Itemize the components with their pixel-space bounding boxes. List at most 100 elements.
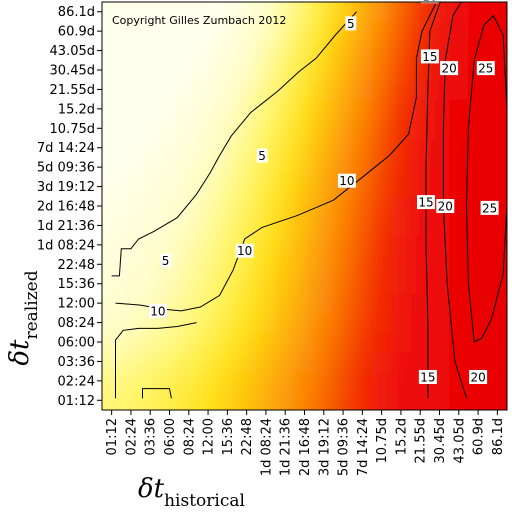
heatmap-cell xyxy=(140,99,161,120)
heatmap-cell xyxy=(256,118,277,139)
heatmap-cell xyxy=(217,118,238,139)
heatmap-cell xyxy=(140,235,161,256)
heatmap-cell xyxy=(102,371,123,392)
heatmap-cell xyxy=(314,157,335,178)
heatmap-cell xyxy=(468,235,489,256)
heatmap-cell xyxy=(391,2,412,23)
heatmap-cell xyxy=(507,21,512,41)
contour-line-25 xyxy=(465,14,507,343)
heatmap-cell xyxy=(159,351,180,372)
heatmap-cell xyxy=(352,254,373,275)
heatmap-cell xyxy=(121,99,142,120)
heatmap-cell xyxy=(121,40,142,62)
heatmap-cell xyxy=(410,332,431,353)
contour-label-bg xyxy=(420,49,439,64)
heatmap-cell xyxy=(372,21,393,42)
heatmap-cell xyxy=(217,332,238,353)
heatmap-cell xyxy=(333,118,354,139)
heatmap-cell xyxy=(237,196,258,217)
heatmap-cell xyxy=(198,176,219,198)
contour-label-bg xyxy=(476,61,495,76)
heatmap-cell xyxy=(372,40,393,62)
heatmap-cell xyxy=(314,274,335,295)
contour-label-bg xyxy=(418,370,437,384)
heatmap-cell xyxy=(333,235,354,256)
y-tick-label: 21.55d xyxy=(50,83,95,98)
heatmap-cell xyxy=(294,371,315,392)
heatmap-cell xyxy=(429,215,450,236)
heatmap-cell xyxy=(352,371,373,392)
heatmap-cell xyxy=(159,332,180,353)
heatmap-cell xyxy=(391,312,412,334)
heatmap-cell xyxy=(217,138,238,159)
heatmap-cell xyxy=(275,157,296,178)
heatmap-cell xyxy=(314,138,335,159)
heatmap-cell xyxy=(256,254,277,275)
heatmap-cell xyxy=(275,176,296,198)
heatmap-cell xyxy=(487,390,507,410)
heatmap-cell xyxy=(391,79,412,100)
heatmap-cell xyxy=(410,79,431,100)
heatmap-cell xyxy=(391,254,412,275)
heatmap-cell xyxy=(198,274,219,295)
heatmap-cell xyxy=(102,293,123,314)
heatmap-cell xyxy=(121,351,142,372)
heatmap-cell xyxy=(429,235,450,256)
heatmap-cell xyxy=(179,176,200,198)
heatmap-cell xyxy=(256,40,277,62)
heatmap-cell xyxy=(487,274,507,295)
heatmap-cell xyxy=(217,390,238,410)
heatmap-cell xyxy=(159,138,180,159)
heatmap-cell xyxy=(83,410,103,430)
heatmap-cell xyxy=(275,79,296,100)
heatmap-cell xyxy=(102,351,123,372)
heatmap-cell xyxy=(314,99,335,120)
heatmap-cell xyxy=(468,293,489,314)
y-tick-label: 10.75d xyxy=(50,122,95,137)
heatmap-cell xyxy=(140,21,161,42)
heatmap-cell xyxy=(314,293,335,314)
heatmap-cell xyxy=(121,312,142,334)
heatmap-cell xyxy=(487,99,507,120)
heatmap-cell xyxy=(275,99,296,120)
heatmap-cell xyxy=(333,371,354,392)
contour-label: 15 xyxy=(418,196,433,210)
heatmap-cell xyxy=(198,235,219,256)
heatmap-cell xyxy=(333,60,354,81)
heatmap-cell xyxy=(217,351,238,372)
heatmap-cell xyxy=(391,196,412,217)
heatmap-cell xyxy=(391,99,412,120)
heatmap-cell xyxy=(410,390,431,410)
heatmap-cell xyxy=(391,351,412,372)
heatmap-cell xyxy=(275,332,296,353)
heatmap-cell xyxy=(294,351,315,372)
heatmap-cell xyxy=(294,40,315,62)
heatmap-cell xyxy=(352,176,373,198)
heatmap-cell xyxy=(159,274,180,295)
y-tick-label: 86.1d xyxy=(58,5,95,20)
heatmap-cell xyxy=(429,99,450,120)
heatmap-cell xyxy=(487,254,507,275)
heatmap-cell xyxy=(121,157,142,178)
heatmap-cell xyxy=(121,332,142,353)
heatmap-cell xyxy=(372,60,393,81)
heatmap-cell xyxy=(391,118,412,139)
heatmap-cell xyxy=(102,254,123,275)
heatmap-cell xyxy=(198,79,219,100)
heatmap-cell xyxy=(352,293,373,314)
heatmap-cell xyxy=(391,176,412,198)
heatmap-cell xyxy=(198,2,219,23)
heatmap-cell xyxy=(449,254,470,275)
heatmap-cell xyxy=(102,60,123,81)
x-tick-label: 03:36 xyxy=(144,418,159,455)
heatmap-cell xyxy=(468,138,489,159)
heatmap-cell xyxy=(159,176,180,198)
heatmap-cell xyxy=(102,79,123,100)
heatmap-cell xyxy=(449,390,470,410)
heatmap-cell xyxy=(198,312,219,334)
heatmap-cell xyxy=(140,176,161,198)
heatmap-cell xyxy=(102,274,123,295)
contour-label: 10 xyxy=(339,174,354,188)
heatmap-cell xyxy=(217,312,238,334)
x-tick-label: 2d 16:48 xyxy=(298,418,313,476)
